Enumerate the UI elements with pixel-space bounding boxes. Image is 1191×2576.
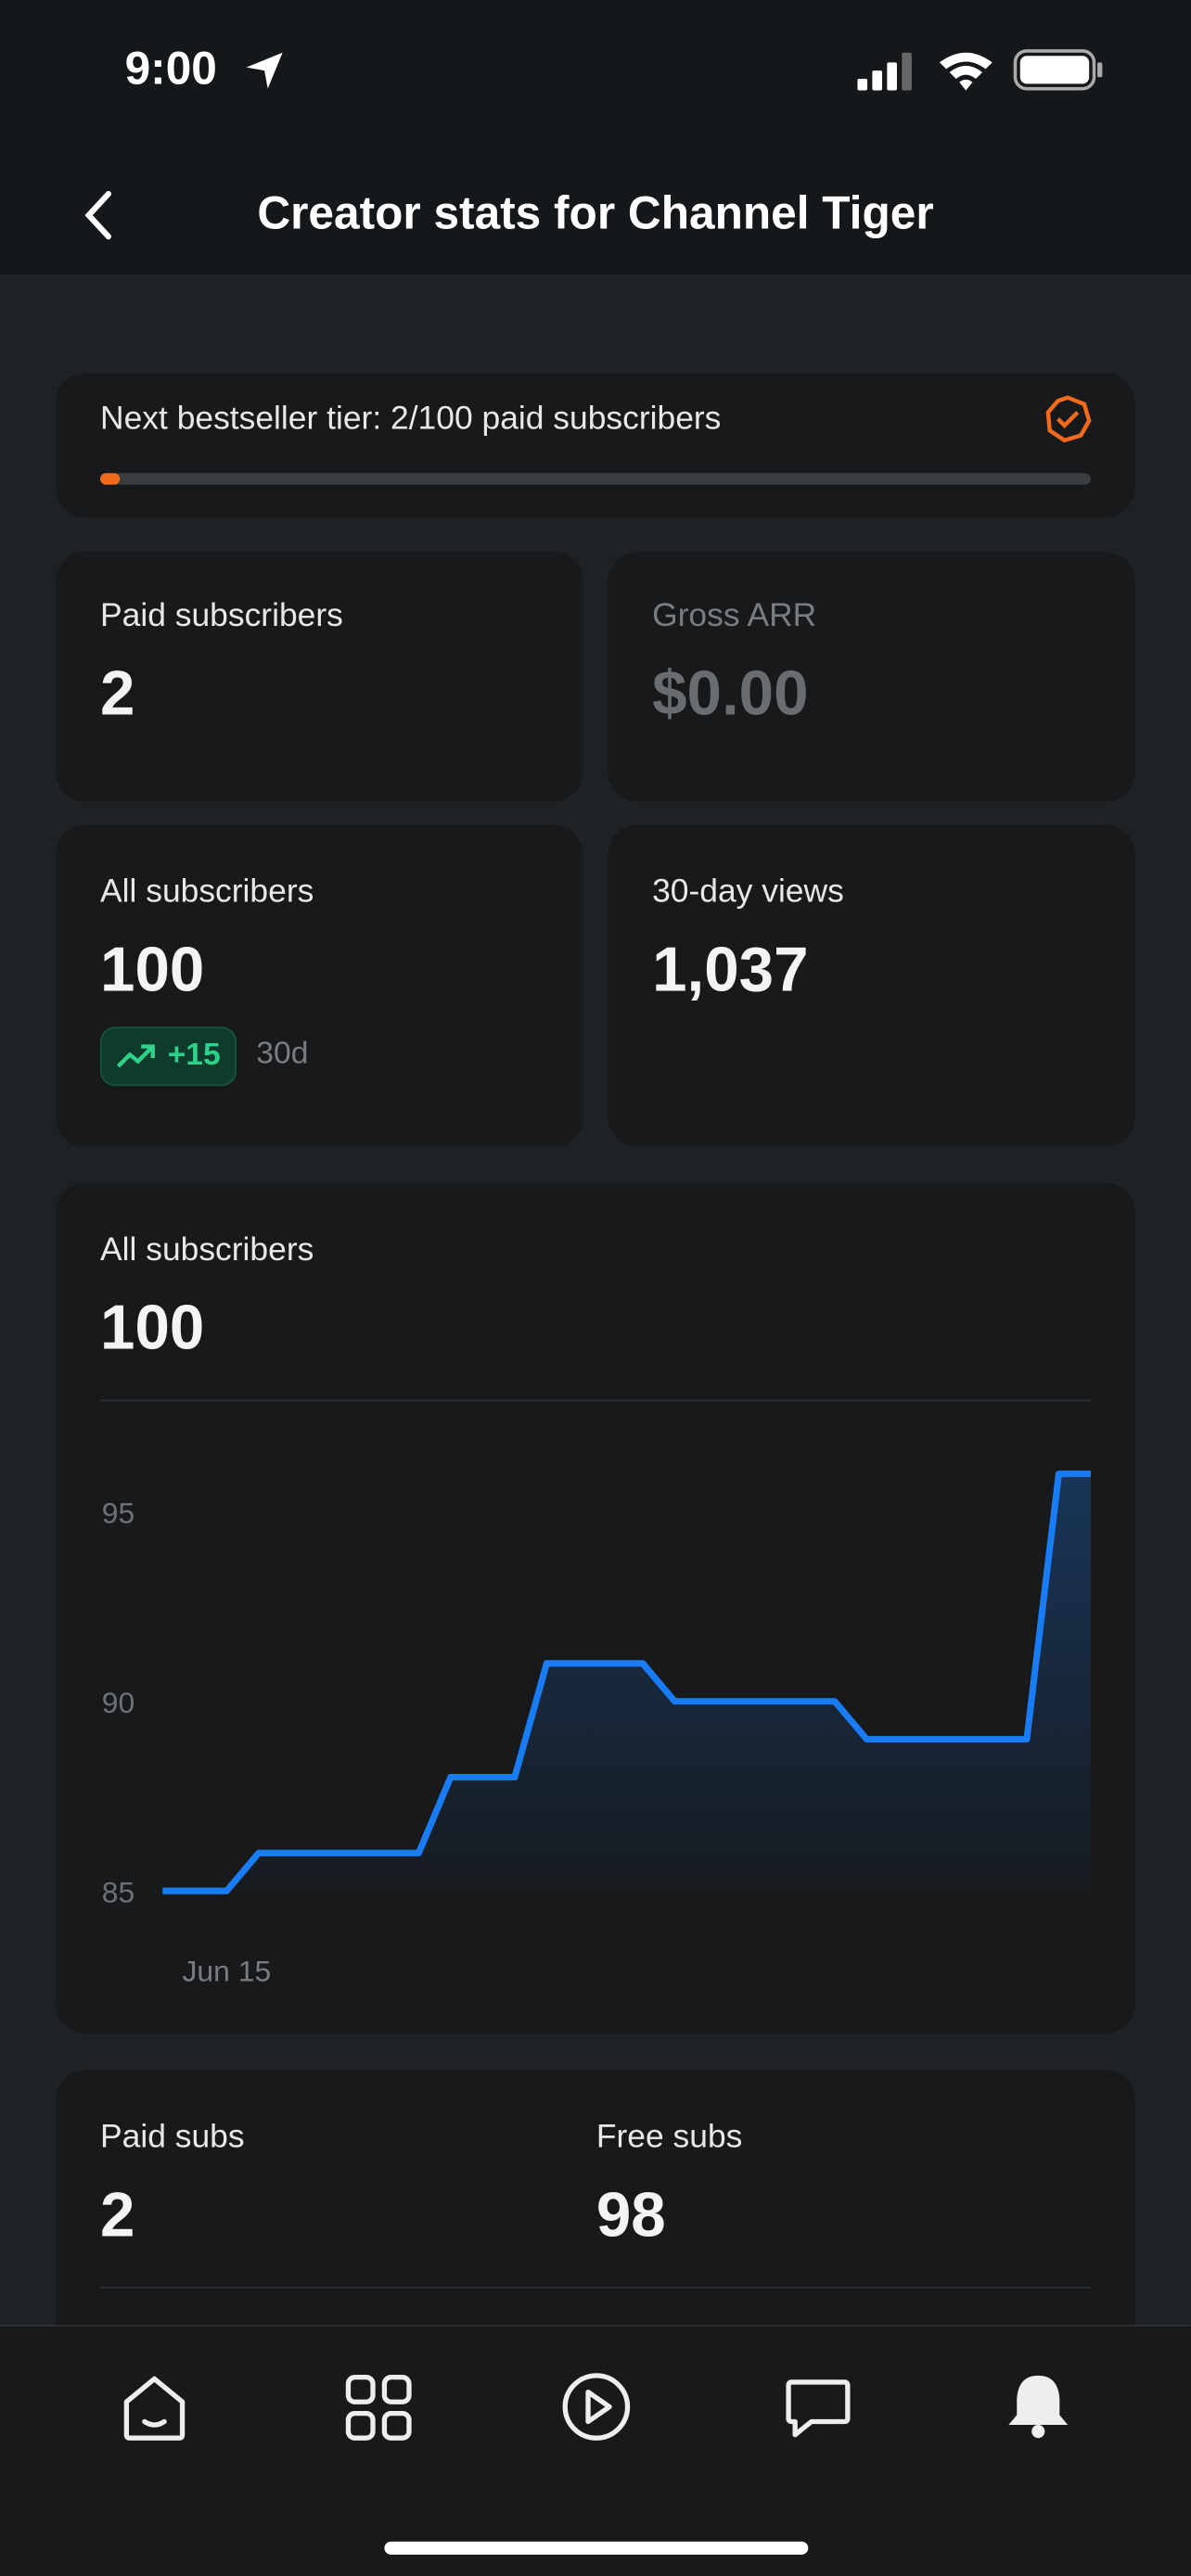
- stat-label: 30-day views: [652, 874, 844, 911]
- back-button[interactable]: [79, 187, 119, 243]
- play-tab[interactable]: [558, 2369, 634, 2444]
- divider: [100, 2287, 1091, 2289]
- page-title: Creator stats for Channel Tiger: [257, 186, 934, 238]
- stat-label: All subscribers: [100, 874, 314, 911]
- y-tick-label: 90: [102, 1686, 134, 1719]
- stat-label: Gross ARR: [652, 597, 817, 634]
- tab-bar: [0, 2324, 1191, 2576]
- chart-title: All subscribers: [100, 1231, 314, 1269]
- home-indicator: [384, 2541, 809, 2555]
- stat-card: Gross ARR $0.00: [608, 552, 1135, 802]
- stat-label: Paid subscribers: [100, 597, 343, 634]
- stat-card: Paid subscribers 2: [56, 552, 583, 802]
- chat-tab[interactable]: [782, 2372, 854, 2444]
- x-tick-label: Jun 15: [182, 1955, 271, 1988]
- area: [162, 1473, 1091, 1892]
- divider: [100, 1399, 1091, 1402]
- location-icon: [246, 52, 283, 89]
- status-icons: [857, 49, 1103, 91]
- stat-value: $0.00: [652, 660, 809, 730]
- breakdown-value: 98: [596, 2181, 666, 2251]
- clock: 9:00: [124, 43, 217, 94]
- change-badge: +15: [100, 1027, 237, 1087]
- progress-track: [100, 473, 1091, 485]
- progress-fill: [100, 473, 121, 485]
- stat-value: 2: [100, 660, 135, 730]
- stat-value: 100: [100, 936, 205, 1006]
- breakdown-label: Free subs: [596, 2119, 743, 2156]
- line: [162, 1470, 1091, 1894]
- stat-card: 30-day views 1,037: [608, 824, 1135, 1147]
- stat-card: All subscribers 100 +15 30d: [56, 824, 583, 1147]
- notifications-tab[interactable]: [1002, 2369, 1074, 2442]
- grid-tab[interactable]: [343, 2372, 416, 2444]
- y-tick-label: 85: [102, 1876, 134, 1909]
- chart-subtitle: 100: [100, 1294, 205, 1364]
- tier-card: Next bestseller tier: 2/100 paid subscri…: [56, 373, 1135, 518]
- top-bar: [0, 0, 1191, 274]
- change-value: +15: [167, 1038, 221, 1073]
- breakdown-value: 2: [100, 2181, 135, 2251]
- stat-value: 1,037: [652, 936, 809, 1006]
- trend-icon: [116, 1044, 155, 1068]
- badge-icon: [1045, 395, 1092, 443]
- chart-card: All subscribers 100: [56, 1182, 1135, 2034]
- tier-label: Next bestseller tier: 2/100 paid subscri…: [100, 401, 722, 438]
- home-tab[interactable]: [119, 2372, 191, 2444]
- change-period: 30d: [256, 1036, 309, 1072]
- breakdown-label: Paid subs: [100, 2119, 245, 2156]
- y-tick-label: 95: [102, 1497, 134, 1530]
